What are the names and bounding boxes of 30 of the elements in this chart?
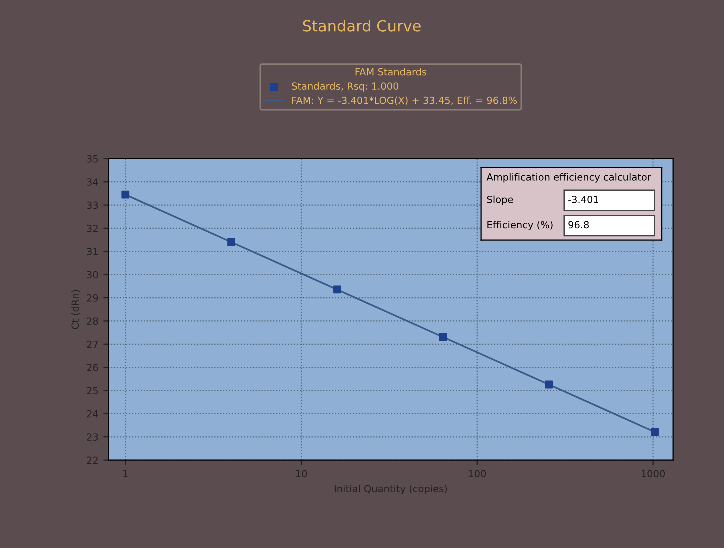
point xyxy=(651,428,660,436)
point xyxy=(545,380,554,389)
y-tick-label: 30 xyxy=(87,271,98,279)
x-axis-title: Initial Quantity (copies) xyxy=(334,485,448,494)
x-tick-label: 10 xyxy=(296,470,308,478)
y-tick-label: 23 xyxy=(87,434,98,441)
y-axis-title: Ct (dRn) xyxy=(72,290,80,330)
y-tick-label: 27 xyxy=(87,340,98,348)
y-tick-label: 34 xyxy=(87,178,98,186)
point xyxy=(333,286,342,294)
point xyxy=(122,190,130,199)
point xyxy=(439,333,448,342)
y-tick-label: 35 xyxy=(87,155,98,163)
y-tick-label: 29 xyxy=(87,294,98,302)
x-tick-label: 1 xyxy=(124,470,128,478)
y-tick-label: 32 xyxy=(87,224,98,232)
chart-title: Standard Curve xyxy=(303,20,421,32)
point xyxy=(228,238,236,246)
y-tick-label: 28 xyxy=(87,318,98,326)
legend-label: Standards, Rsq: 1.000 xyxy=(292,82,399,92)
y-tick-label: 26 xyxy=(87,364,98,372)
legend-title: FAM Standards xyxy=(356,68,427,76)
y-tick-label: 24 xyxy=(87,410,98,418)
legend-label: FAM: Y = -3.401*LOG(X) + 33.45, Eff. = 96.8% xyxy=(292,96,518,106)
y-tick-label: 31 xyxy=(87,248,98,256)
y-tick-label: 33 xyxy=(87,202,98,210)
y-tick-label: 25 xyxy=(87,387,98,395)
y-tick-label: 22 xyxy=(87,456,98,464)
x-tick-label: 100 xyxy=(469,470,486,478)
x-tick-label: 1000 xyxy=(642,470,666,478)
